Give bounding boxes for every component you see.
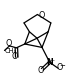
Text: +: +: [49, 58, 55, 63]
Text: O: O: [11, 52, 18, 61]
Text: CH₃: CH₃: [5, 48, 17, 54]
Text: O: O: [38, 11, 45, 20]
Text: −: −: [59, 63, 65, 69]
Text: O: O: [38, 66, 44, 74]
Text: N: N: [46, 58, 53, 67]
Text: O: O: [6, 39, 12, 49]
Text: O: O: [57, 63, 63, 72]
